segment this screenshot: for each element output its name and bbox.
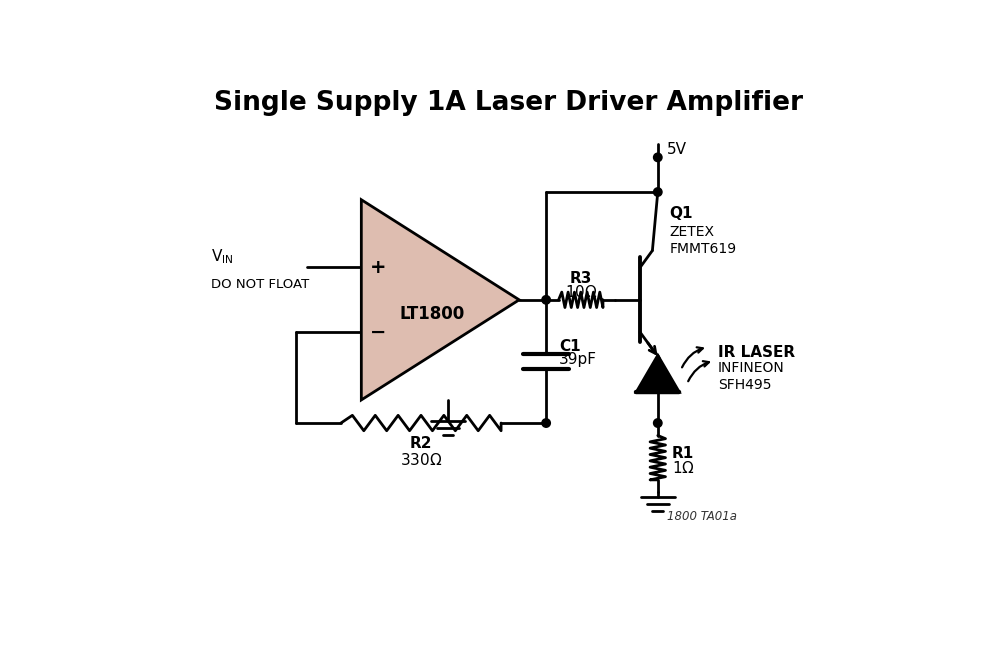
Text: ZETEX: ZETEX xyxy=(670,225,714,239)
Text: $\mathregular{V_{IN}}$: $\mathregular{V_{IN}}$ xyxy=(211,247,234,266)
Text: IR LASER: IR LASER xyxy=(718,345,795,359)
Circle shape xyxy=(654,419,662,427)
Polygon shape xyxy=(361,200,519,400)
Text: R3: R3 xyxy=(569,271,592,286)
Text: SFH495: SFH495 xyxy=(718,378,772,392)
Circle shape xyxy=(542,419,551,427)
Circle shape xyxy=(654,153,662,162)
Text: Single Supply 1A Laser Driver Amplifier: Single Supply 1A Laser Driver Amplifier xyxy=(214,91,803,116)
Text: 1$\Omega$: 1$\Omega$ xyxy=(672,461,694,476)
Text: −: − xyxy=(370,323,387,342)
Text: Q1: Q1 xyxy=(670,206,692,221)
Circle shape xyxy=(542,296,551,304)
Polygon shape xyxy=(636,355,680,392)
Text: 330$\Omega$: 330$\Omega$ xyxy=(400,452,442,468)
Text: INFINEON: INFINEON xyxy=(718,361,785,375)
Text: 5V: 5V xyxy=(667,142,687,157)
Text: R2: R2 xyxy=(410,436,433,451)
Text: FMMT619: FMMT619 xyxy=(670,242,736,256)
Text: C1: C1 xyxy=(559,338,581,353)
Text: 1800 TA01a: 1800 TA01a xyxy=(667,510,737,524)
Text: R1: R1 xyxy=(672,445,693,461)
Text: 39pF: 39pF xyxy=(559,352,597,367)
Text: 10$\Omega$: 10$\Omega$ xyxy=(564,284,597,300)
Text: DO NOT FLOAT: DO NOT FLOAT xyxy=(211,278,310,291)
Circle shape xyxy=(654,188,662,196)
Text: LT1800: LT1800 xyxy=(400,305,465,323)
Text: +: + xyxy=(370,258,387,277)
